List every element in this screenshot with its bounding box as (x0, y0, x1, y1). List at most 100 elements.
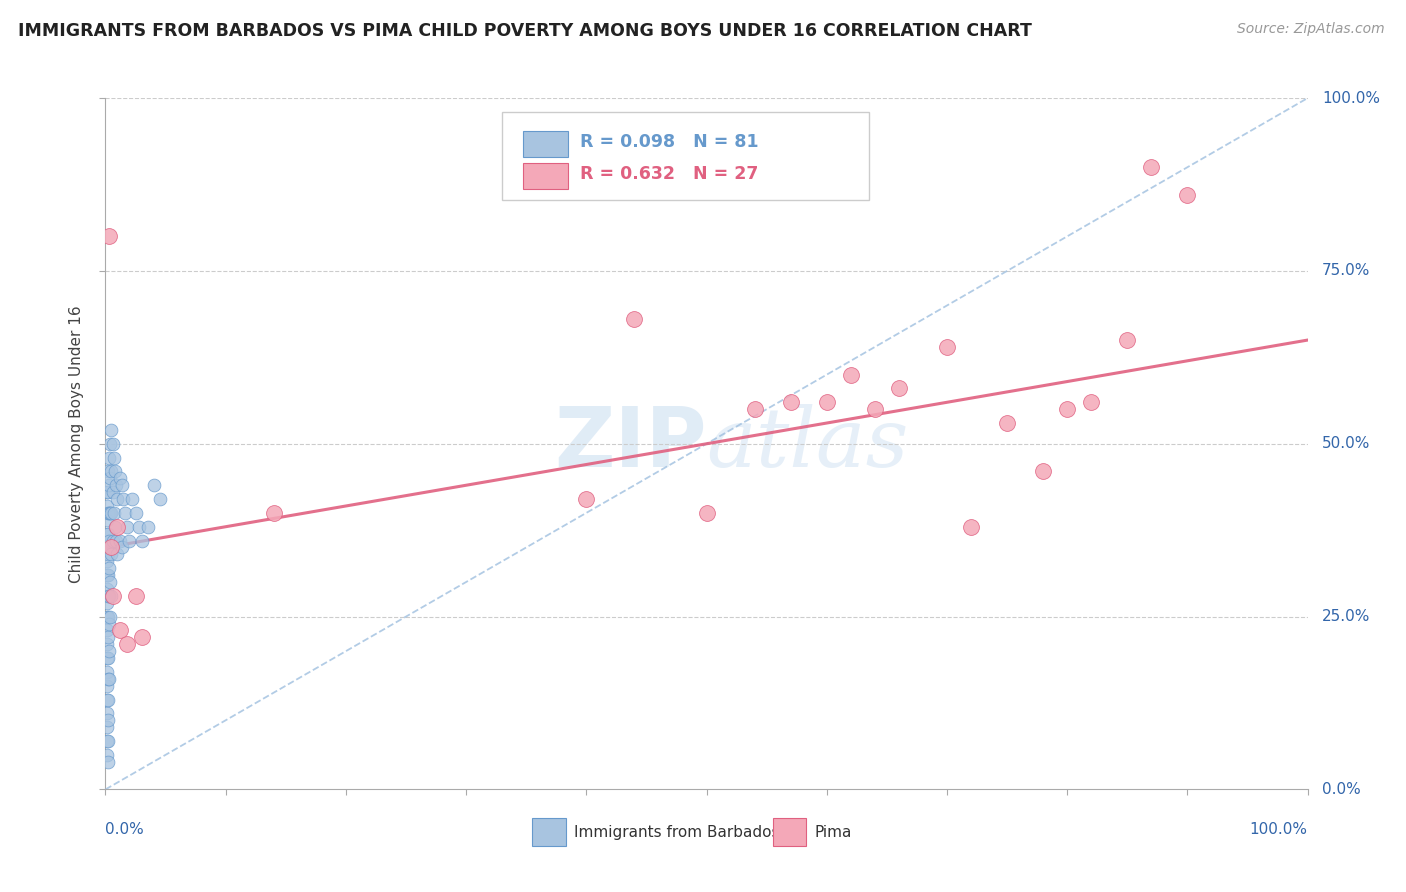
Point (995, 416, 1018, 430)
Point (131, 533, 153, 548)
Point (98, 533, 121, 548)
Point (779, 395, 801, 409)
Point (97, 755, 120, 769)
Point (97, 734, 120, 748)
Point (97, 630, 120, 644)
Point (98, 450, 121, 465)
Point (96, 624, 118, 638)
Point (97, 526, 120, 541)
Point (96, 734, 118, 748)
Point (98, 478, 121, 492)
Point (124, 589, 146, 603)
Point (107, 547, 129, 562)
Text: atlas: atlas (707, 404, 908, 483)
Bar (773, 819, 806, 847)
Point (696, 506, 718, 520)
Text: R = 0.098   N = 81: R = 0.098 N = 81 (581, 133, 759, 151)
Bar (523, 130, 568, 157)
Point (1056, 402, 1078, 417)
Point (960, 519, 983, 533)
Point (101, 437, 124, 451)
Text: R = 0.632   N = 27: R = 0.632 N = 27 (581, 165, 759, 183)
Point (96, 637, 118, 651)
Point (121, 492, 143, 507)
Point (148, 492, 170, 507)
Point (744, 402, 766, 417)
Text: ZIP: ZIP (554, 403, 707, 484)
Point (98, 506, 121, 520)
Text: 100.0%: 100.0% (1250, 822, 1308, 838)
Point (96, 706, 118, 721)
Point (97, 568, 120, 582)
Point (96, 720, 118, 734)
Point (96, 596, 118, 610)
Point (97, 692, 120, 706)
Point (1175, 188, 1198, 202)
Point (115, 519, 138, 533)
Point (98, 575, 121, 590)
Point (839, 368, 862, 382)
Point (105, 478, 128, 492)
Point (96, 679, 118, 693)
Point (97, 589, 120, 603)
Point (142, 478, 165, 492)
Point (100, 506, 122, 520)
Point (96, 665, 118, 679)
Text: IMMIGRANTS FROM BARBADOS VS PIMA CHILD POVERTY AMONG BOYS UNDER 16 CORRELATION C: IMMIGRANTS FROM BARBADOS VS PIMA CHILD P… (18, 22, 1032, 40)
Point (97, 651, 120, 665)
Point (96, 526, 118, 541)
Point (97, 672, 120, 686)
Point (98, 561, 121, 575)
Point (96, 692, 118, 706)
Point (108, 471, 131, 485)
Point (103, 506, 125, 520)
Point (101, 589, 124, 603)
Point (111, 478, 134, 492)
Text: 0.0%: 0.0% (105, 822, 145, 838)
Point (136, 519, 159, 533)
Point (96, 485, 118, 500)
Y-axis label: Child Poverty Among Boys Under 16: Child Poverty Among Boys Under 16 (69, 305, 84, 582)
Text: 0.0%: 0.0% (1322, 782, 1361, 797)
Point (105, 533, 128, 548)
Point (98, 506, 121, 520)
Point (104, 464, 127, 478)
Point (107, 492, 129, 507)
Text: 75.0%: 75.0% (1322, 263, 1371, 278)
Point (115, 637, 138, 651)
Point (128, 519, 150, 533)
Point (96, 582, 118, 596)
Point (114, 506, 136, 520)
Point (575, 492, 598, 507)
Point (96, 747, 118, 762)
Point (98, 672, 121, 686)
Point (101, 485, 124, 500)
Point (96, 499, 118, 513)
Point (112, 492, 135, 507)
Point (97, 506, 120, 520)
Point (101, 533, 124, 548)
Point (863, 402, 886, 417)
Point (97, 485, 120, 500)
Point (96, 554, 118, 568)
Point (887, 382, 910, 396)
Point (98, 589, 121, 603)
Point (98, 609, 121, 624)
Point (815, 395, 838, 409)
Point (1116, 333, 1139, 347)
Point (108, 624, 131, 638)
Point (98, 471, 121, 485)
Text: 25.0%: 25.0% (1322, 609, 1371, 624)
Text: Pima: Pima (814, 825, 852, 839)
Point (98, 229, 121, 244)
Point (111, 541, 134, 555)
Bar (523, 163, 568, 189)
Point (1080, 395, 1102, 409)
Point (104, 519, 127, 533)
Point (96, 513, 118, 527)
Text: Immigrants from Barbados: Immigrants from Barbados (574, 825, 780, 839)
Point (98, 437, 121, 451)
Point (100, 589, 122, 603)
Point (108, 533, 131, 548)
Point (263, 506, 285, 520)
